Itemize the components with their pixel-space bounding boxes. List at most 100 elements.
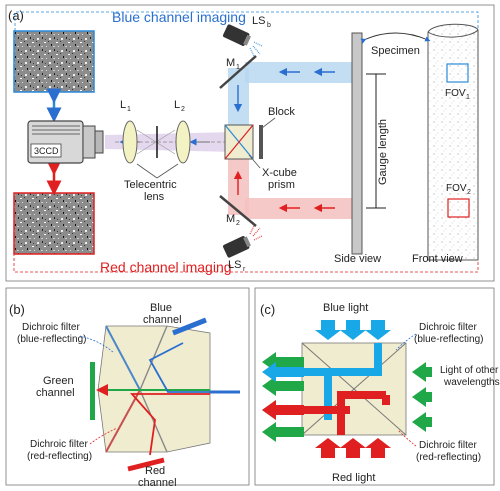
blue-imaging-link: [14, 11, 479, 89]
c-green-in-1: [412, 362, 432, 382]
panel-a-frame: [5, 4, 495, 282]
gauge-label: Gauge length: [377, 119, 389, 185]
front-view-label: Front view: [412, 253, 463, 265]
lens-caption-2: lens: [144, 191, 165, 203]
specimen-side: [351, 32, 363, 255]
c-green-out-2: [262, 376, 304, 396]
prism-label-1: X-cube: [262, 167, 297, 179]
block-leader: [261, 117, 276, 129]
lens-caption-1: Telecentric: [124, 179, 177, 191]
x-cube-prism: [224, 124, 254, 160]
c-red-in-2: [340, 438, 366, 458]
c-other-1: Light of other: [440, 365, 499, 376]
b-dichroic-red-2: (red-reflecting): [27, 451, 92, 462]
c-dichroic-blue-leader: [395, 333, 417, 351]
fov1-sub: 1: [466, 94, 470, 101]
lens-l1-sub: 1: [127, 106, 131, 113]
prism-label-2: prism: [268, 179, 295, 191]
blue-sensor: [172, 317, 207, 336]
prism-b-red-face: [105, 389, 141, 453]
specimen-link: [360, 32, 431, 44]
mirror-m2-label: M: [226, 213, 235, 225]
mirror-m2-sub: 2: [236, 220, 240, 227]
light-source-blue: [223, 24, 263, 57]
mirror-m2: [219, 195, 257, 227]
mirror-m1-sub: 1: [236, 64, 240, 71]
c-blue-light-label: Blue light: [323, 302, 368, 314]
lens-caption-leader-1: [136, 163, 158, 179]
c-red-in-1: [315, 438, 341, 458]
prism-leader: [248, 154, 261, 169]
camera-label: 3CCD: [34, 146, 59, 156]
c-diag-2: [301, 342, 407, 436]
panel-c-label: (c): [260, 302, 275, 317]
panel-a-label: (a): [8, 8, 24, 23]
specimen-front-edge: [427, 29, 479, 38]
c-red-in-3: [365, 438, 391, 458]
ls-r-label: LS: [228, 259, 241, 271]
fov2-sub: 2: [467, 189, 471, 196]
lens-l1-label: L: [120, 99, 126, 111]
fov1-label: FOV: [445, 88, 466, 99]
lens-l2-sub: 2: [181, 106, 185, 113]
block-label: Block: [268, 106, 295, 118]
green-sensor: [90, 362, 95, 420]
red-imaging-title: Red channel imaging: [100, 259, 232, 275]
c-red-light-label: Red light: [332, 472, 375, 484]
specimen-label: Specimen: [371, 45, 420, 57]
mirror-m1: [219, 55, 257, 89]
blue-speckle-image: [13, 30, 95, 93]
b-dichroic-red-leader: [89, 427, 118, 445]
b-dichroic-blue-2: (blue-reflecting): [17, 334, 86, 345]
c-dichroic-red-1: Dichroic filter: [419, 440, 477, 451]
c-red-out: [262, 400, 304, 420]
c-green-in-2: [412, 387, 432, 407]
c-blue-out: [262, 362, 304, 382]
c-green-in-3: [412, 412, 432, 432]
lens-l1: [122, 120, 138, 164]
b-dichroic-blue-leader: [79, 335, 114, 353]
ls-b-label: LS: [252, 15, 265, 27]
b-dichroic-red-1: Dichroic filter: [30, 439, 88, 450]
b-red-channel-2: channel: [138, 477, 177, 489]
prism-b-edge-2: [139, 389, 168, 453]
panel-b-frame: [5, 287, 250, 486]
c-dichroic-red-2: (red-reflecting): [416, 452, 481, 463]
camera-3ccd: [27, 120, 104, 164]
ls-b-sub: b: [267, 22, 271, 29]
prism-b-blue-face: [105, 325, 141, 391]
b-red-channel-1: Red: [145, 465, 165, 477]
lens-l2-label: L: [174, 99, 180, 111]
ls-r-sub: r: [243, 266, 246, 273]
c-dichroic-red-leader: [397, 429, 417, 447]
side-view-label: Side view: [334, 253, 381, 265]
red-ray: [130, 393, 210, 456]
c-blue-path-1: [324, 343, 382, 420]
mirror-m1-label: M: [226, 57, 235, 69]
c-red-path-1: [337, 391, 386, 435]
b-green-channel-1: Green: [43, 375, 74, 387]
blue-imaging-title: Blue channel imaging: [112, 9, 246, 25]
blue-ray: [148, 342, 240, 393]
c-dichroic-blue-2: (blue-reflecting): [414, 334, 483, 345]
lens-caption-leader-2: [156, 163, 179, 179]
panel-c-frame: [254, 287, 495, 486]
panel-b-label: (b): [9, 302, 25, 317]
lens-l2: [175, 120, 191, 164]
c-blue-in-1: [315, 320, 341, 340]
red-sensor: [127, 457, 165, 472]
block: [259, 125, 263, 159]
fov2-label: FOV: [446, 183, 467, 194]
c-green-out-4: [262, 422, 304, 442]
light-source-red: [223, 225, 263, 258]
c-other-2: wavelengths: [443, 377, 500, 388]
red-speckle-image: [13, 192, 95, 255]
c-blue-in-2: [340, 320, 366, 340]
c-dichroic-blue-1: Dichroic filter: [419, 322, 477, 333]
b-green-channel-2: channel: [36, 387, 75, 399]
c-blue-in-3: [365, 320, 391, 340]
b-dichroic-blue-1: Dichroic filter: [22, 322, 80, 333]
fov1-box: [446, 63, 469, 83]
